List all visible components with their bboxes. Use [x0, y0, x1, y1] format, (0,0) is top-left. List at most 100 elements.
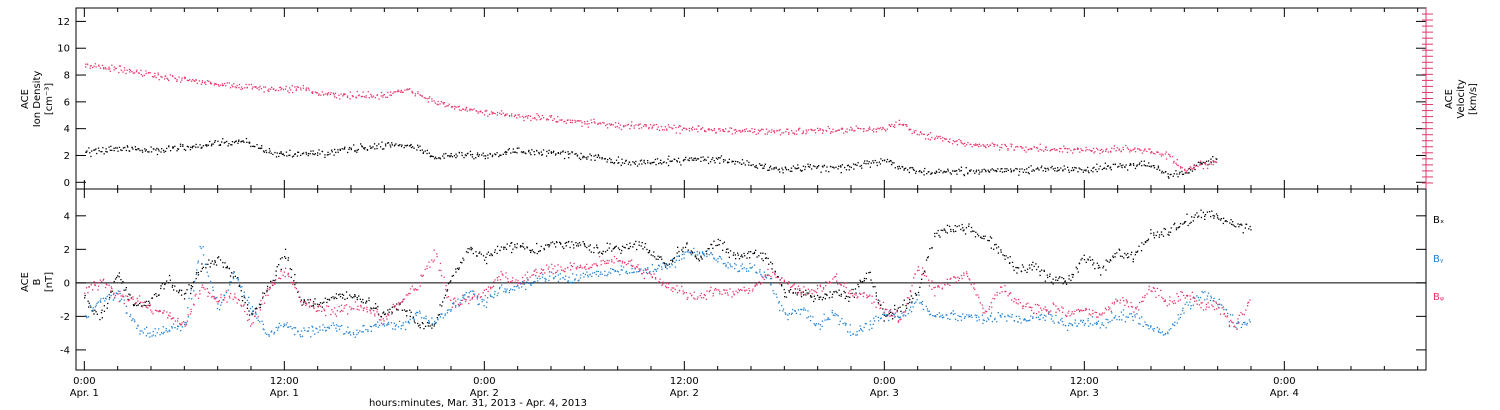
velocity-series-point	[1122, 146, 1124, 149]
density-series-point	[166, 147, 168, 150]
by-series-point	[1007, 314, 1009, 316]
by-series-point	[249, 307, 252, 310]
density-series-point	[416, 149, 418, 151]
bz-series-point	[402, 299, 404, 301]
density-series-point	[864, 160, 866, 162]
bx-series-point	[912, 297, 914, 300]
velocity-series-point	[1015, 146, 1017, 148]
density-series-point	[1077, 171, 1079, 173]
bz-series-point	[524, 274, 526, 276]
bz-series-point	[621, 262, 623, 264]
bz-series-point	[398, 304, 400, 306]
bz-series-point	[1013, 297, 1016, 300]
bz-series-point	[650, 273, 652, 276]
bz-series-point	[275, 279, 277, 281]
velocity-series-point	[966, 144, 968, 146]
bz-series-point	[380, 319, 382, 321]
bx-series-point	[727, 252, 730, 254]
density-series-point	[1068, 171, 1070, 173]
velocity-series-point	[1010, 143, 1012, 145]
bz-series-point	[754, 284, 756, 286]
bz-series-point	[309, 305, 311, 307]
velocity-series-point	[1189, 166, 1191, 168]
bx-series-point	[218, 256, 220, 258]
bx-series-point	[687, 249, 689, 251]
velocity-series-point	[154, 75, 156, 77]
velocity-series-point	[1085, 150, 1087, 152]
bz-series-point	[179, 322, 181, 325]
velocity-series-point	[1193, 168, 1195, 170]
bx-series-point	[505, 248, 508, 250]
bx-series-point	[140, 305, 143, 307]
by-series-point	[419, 312, 421, 314]
velocity-series-point	[869, 128, 871, 130]
by-series-point	[463, 297, 465, 300]
velocity-series-point	[414, 93, 417, 95]
by-series-point	[877, 316, 879, 318]
bx-series-point	[611, 250, 613, 252]
velocity-series-point	[349, 98, 351, 100]
velocity-series-point	[922, 133, 925, 135]
velocity-series-point	[1004, 143, 1006, 146]
bx-series-point	[838, 289, 840, 291]
velocity-series-point	[697, 125, 699, 127]
by-series-point	[388, 323, 390, 325]
velocity-series-point	[1146, 150, 1148, 152]
velocity-series-point	[155, 76, 157, 79]
by-series-point	[909, 309, 911, 311]
bx-series-point	[1206, 211, 1209, 213]
density-series-point	[1104, 162, 1106, 164]
bx-series-point	[426, 321, 429, 324]
by-series-point	[713, 257, 715, 259]
density-series-point	[947, 170, 949, 172]
bx-series-point	[1087, 259, 1089, 261]
density-series-point	[856, 164, 858, 167]
by-series-point	[1038, 318, 1040, 321]
bz-series-point	[490, 288, 492, 290]
by-series-point	[294, 333, 296, 336]
velocity-series-point	[264, 86, 267, 88]
bx-series-point	[1035, 263, 1037, 265]
bz-series-point	[458, 304, 461, 307]
bz-series-point	[240, 305, 243, 307]
by-series-point	[532, 281, 535, 283]
bz-series-point	[628, 260, 630, 262]
density-series-point	[935, 170, 937, 172]
by-series-point	[963, 317, 966, 319]
density-series-point	[331, 151, 333, 153]
bx-series-point	[284, 256, 286, 258]
bz-series-point	[261, 303, 263, 305]
bx-series-point	[1094, 268, 1096, 270]
bz-series-point	[958, 277, 960, 279]
density-series-point	[235, 140, 237, 142]
density-series-point	[680, 164, 682, 166]
by-series	[85, 245, 1251, 338]
bz-series-point	[560, 266, 562, 268]
by-series-point	[141, 330, 143, 332]
velocity-series-point	[234, 86, 236, 88]
bx-series-point	[870, 279, 872, 281]
velocity-series-point	[414, 95, 416, 97]
bx-series-point	[698, 260, 700, 262]
velocity-series-point	[1177, 164, 1179, 167]
velocity-series-point	[187, 80, 190, 82]
velocity-series-point	[469, 108, 471, 110]
bx-series-point	[388, 311, 390, 313]
bz-series-point	[619, 260, 621, 262]
velocity-series-point	[754, 128, 756, 130]
by-series-point	[1118, 319, 1121, 321]
by-series-point	[134, 321, 136, 323]
bx-series-point	[678, 250, 680, 253]
bz-series-point	[87, 292, 89, 294]
by-series-point	[236, 277, 238, 279]
bx-series-point	[1052, 278, 1054, 280]
bz-series-point	[508, 282, 510, 284]
density-series-point	[878, 161, 880, 163]
bz-series-point	[974, 288, 976, 291]
bz-series-point	[940, 282, 942, 284]
bz-series-point	[965, 271, 968, 273]
bx-series-point	[860, 281, 862, 283]
velocity-series-point	[444, 106, 446, 108]
bx-series-point	[380, 316, 383, 318]
bx-series-point	[207, 263, 209, 265]
